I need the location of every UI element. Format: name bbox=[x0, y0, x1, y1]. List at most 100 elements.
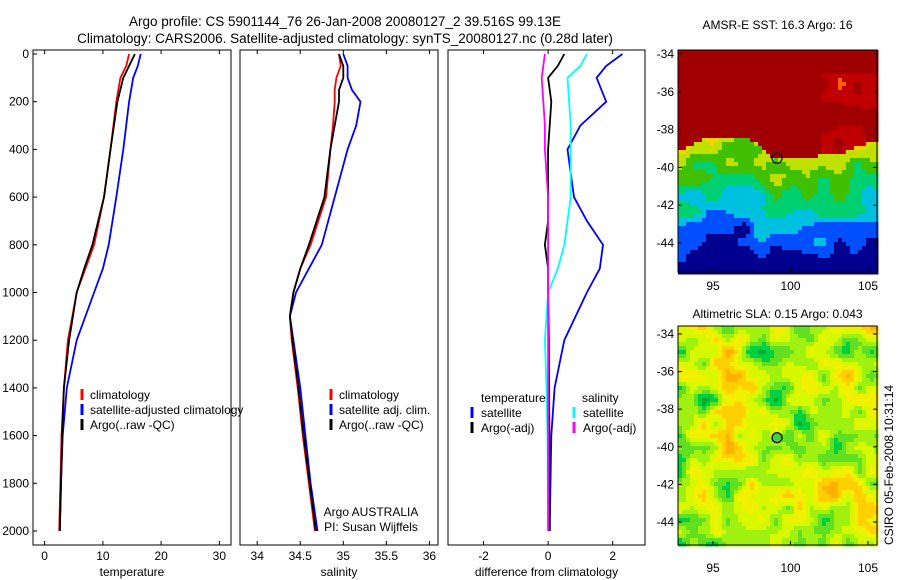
map-cell bbox=[702, 418, 707, 423]
map-cell bbox=[682, 86, 687, 91]
map-cell bbox=[838, 146, 843, 151]
map-cell bbox=[842, 430, 847, 435]
map-cell bbox=[698, 350, 703, 355]
map-cell bbox=[798, 374, 803, 379]
map-cell bbox=[730, 366, 735, 371]
map-cell bbox=[742, 174, 747, 179]
x-tick-label: 30 bbox=[213, 549, 227, 563]
map-cell bbox=[690, 202, 695, 207]
map-cell bbox=[750, 262, 755, 267]
map-cell bbox=[822, 370, 827, 375]
map-cell bbox=[778, 126, 783, 131]
map-cell bbox=[838, 66, 843, 71]
map-cell bbox=[794, 266, 799, 271]
map-cell bbox=[854, 198, 859, 203]
map-cell bbox=[790, 470, 795, 475]
map-cell bbox=[814, 230, 819, 235]
map-cell bbox=[842, 158, 847, 163]
map-cell bbox=[730, 230, 735, 235]
map-cell bbox=[690, 214, 695, 219]
map-cell bbox=[778, 378, 783, 383]
map-cell bbox=[754, 202, 759, 207]
map-cell bbox=[702, 198, 707, 203]
map-cell bbox=[790, 442, 795, 447]
map-cell bbox=[822, 326, 827, 331]
map-cell bbox=[858, 378, 863, 383]
map-cell bbox=[814, 138, 819, 143]
map-cell bbox=[714, 186, 719, 191]
map-cell bbox=[806, 250, 811, 255]
map-cell bbox=[702, 206, 707, 211]
map-cell bbox=[806, 350, 811, 355]
map-cell bbox=[778, 366, 783, 371]
map-cell bbox=[754, 102, 759, 107]
map-cell bbox=[722, 50, 727, 55]
map-cell bbox=[726, 158, 731, 163]
map-cell bbox=[762, 138, 767, 143]
map-cell bbox=[810, 150, 815, 155]
map-cell bbox=[746, 458, 751, 463]
map-cell bbox=[806, 86, 811, 91]
map-cell bbox=[782, 106, 787, 111]
map-cell bbox=[802, 378, 807, 383]
map-cell bbox=[806, 102, 811, 107]
map-cell bbox=[694, 358, 699, 363]
map-cell bbox=[806, 366, 811, 371]
map-cell bbox=[750, 454, 755, 459]
map-cell bbox=[766, 266, 771, 271]
map-cell bbox=[718, 106, 723, 111]
map-cell bbox=[678, 134, 683, 139]
map-cell bbox=[706, 366, 711, 371]
map-cell bbox=[750, 346, 755, 351]
map-cell bbox=[742, 250, 747, 255]
map-cell bbox=[826, 86, 831, 91]
map-cell bbox=[806, 346, 811, 351]
map-cell bbox=[850, 198, 855, 203]
map-cell bbox=[722, 54, 727, 59]
map-cell bbox=[866, 122, 871, 127]
sst-map bbox=[677, 49, 879, 275]
map-cell bbox=[690, 346, 695, 351]
map-cell bbox=[834, 442, 839, 447]
map-cell bbox=[686, 266, 691, 271]
map-cell bbox=[818, 486, 823, 491]
map-cell bbox=[858, 238, 863, 243]
map-cell bbox=[874, 394, 879, 399]
map-cell bbox=[698, 402, 703, 407]
map-cell bbox=[682, 330, 687, 335]
map-cell bbox=[722, 362, 727, 367]
map-cell bbox=[798, 134, 803, 139]
map-cell bbox=[762, 222, 767, 227]
map-cell bbox=[726, 110, 731, 115]
map-cell bbox=[866, 98, 871, 103]
map-cell bbox=[694, 346, 699, 351]
map-cell bbox=[870, 434, 875, 439]
map-cell bbox=[730, 362, 735, 367]
map-cell bbox=[678, 118, 683, 123]
map-cell bbox=[834, 210, 839, 215]
map-cell bbox=[754, 330, 759, 335]
map-cell bbox=[842, 250, 847, 255]
map-cell bbox=[758, 458, 763, 463]
map-cell bbox=[722, 110, 727, 115]
map-cell bbox=[830, 226, 835, 231]
map-cell bbox=[686, 234, 691, 239]
map-cell bbox=[726, 178, 731, 183]
map-cell bbox=[742, 86, 747, 91]
map-cell bbox=[798, 462, 803, 467]
map-cell bbox=[706, 374, 711, 379]
map-cell bbox=[694, 126, 699, 131]
map-cell bbox=[762, 158, 767, 163]
map-cell bbox=[746, 398, 751, 403]
map-cell bbox=[694, 210, 699, 215]
map-cell bbox=[766, 470, 771, 475]
map-cell bbox=[766, 90, 771, 95]
map-cell bbox=[818, 110, 823, 115]
map-cell bbox=[750, 118, 755, 123]
map-cell bbox=[806, 478, 811, 483]
map-cell bbox=[834, 134, 839, 139]
map-cell bbox=[706, 70, 711, 75]
map-cell bbox=[854, 342, 859, 347]
map-cell bbox=[686, 430, 691, 435]
map-cell bbox=[810, 470, 815, 475]
